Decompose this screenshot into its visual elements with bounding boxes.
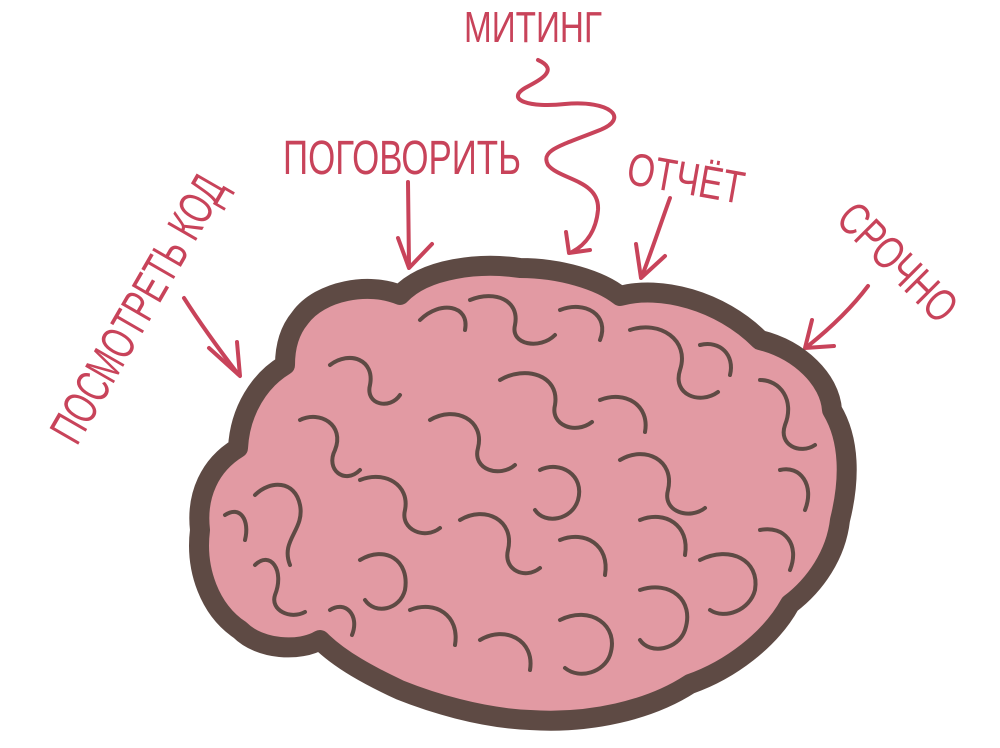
label-pogovorit: ПОГОВОРИТЬ	[283, 132, 521, 185]
arrow-posmotret-kod-head	[207, 340, 242, 378]
arrow-otchet-head	[634, 242, 667, 280]
arrow-otchet	[640, 196, 672, 278]
arrow-pogovorit	[406, 180, 411, 268]
arrow-srochno	[806, 284, 870, 348]
label-posmotret-kod: ПОСМОТРЕТЬ КОД	[40, 166, 236, 452]
arrow-miting	[516, 58, 617, 254]
brain-icon	[189, 255, 857, 731]
label-otchet: ОТЧЁТ	[623, 142, 748, 214]
arrow-pogovorit-head	[396, 236, 434, 270]
label-miting: МИТИНГ	[464, 3, 602, 52]
brain-folds	[223, 294, 817, 676]
arrows	[182, 58, 870, 378]
arrow-miting-head	[564, 230, 592, 255]
arrow-srochno-head	[803, 318, 836, 350]
arrow-posmotret-kod	[182, 296, 240, 376]
